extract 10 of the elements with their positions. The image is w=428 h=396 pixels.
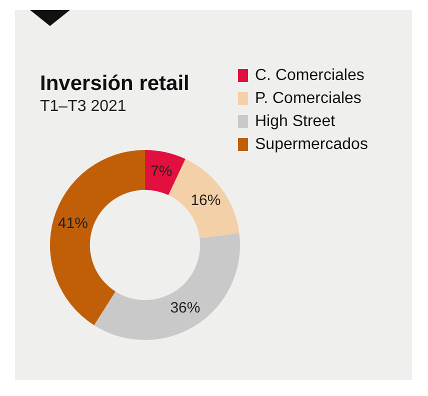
data-label: 16% bbox=[190, 192, 221, 210]
data-label: 36% bbox=[170, 300, 200, 317]
text: T1–T3 2021 bbox=[40, 98, 126, 116]
legend-label: Supermercados bbox=[255, 136, 368, 154]
data-label: 41% bbox=[58, 215, 88, 232]
chart-title: Inversión retail bbox=[40, 72, 190, 96]
data-label: 7% bbox=[150, 162, 172, 180]
legend-label: P. Comerciales bbox=[255, 90, 362, 108]
legend-label: High Street bbox=[255, 112, 336, 130]
legend-label: C. Comerciales bbox=[255, 66, 364, 84]
